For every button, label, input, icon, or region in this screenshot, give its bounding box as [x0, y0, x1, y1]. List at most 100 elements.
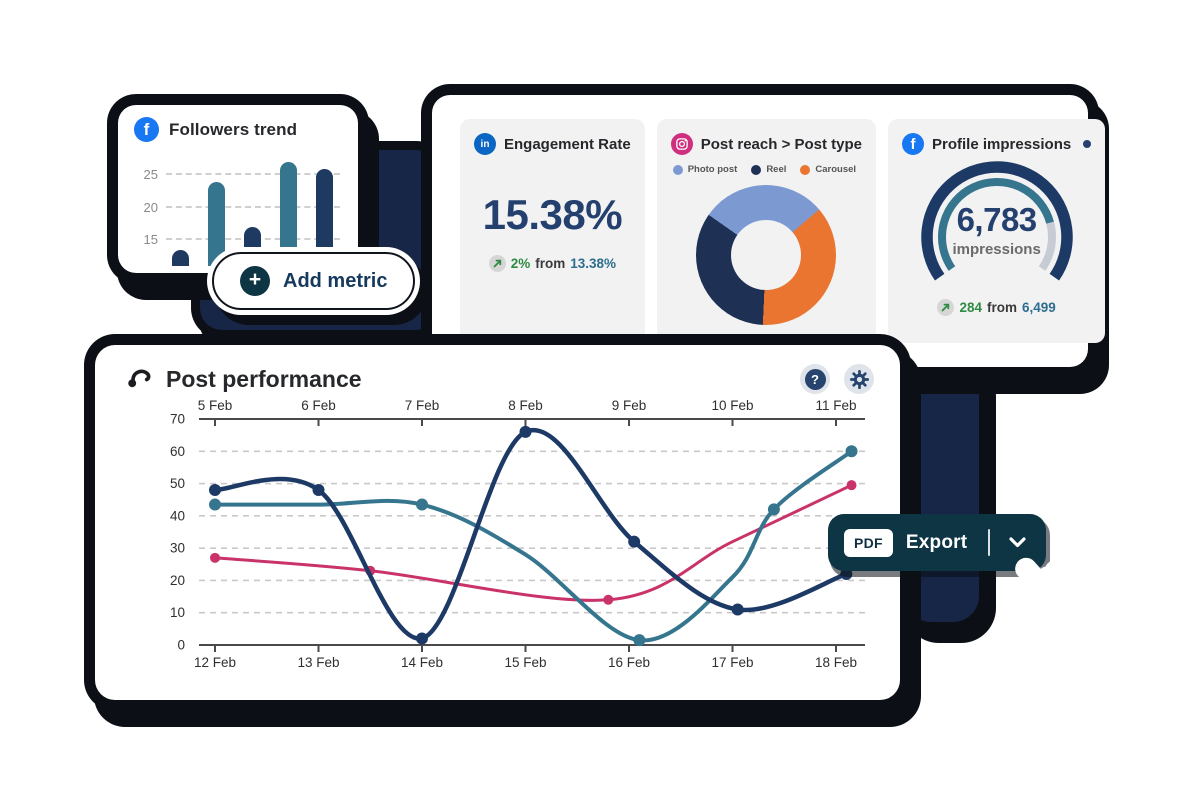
post-performance-line-chart: 5 Feb 6 Feb 7 Feb 8 Feb 9 Feb 10 Feb 11 Feb 12 … — [170, 398, 865, 670]
post-performance-title: Post performance — [166, 365, 362, 392]
donut-hole — [731, 220, 802, 290]
bar-3 — [280, 162, 297, 266]
data-point-teal — [633, 634, 646, 647]
impressions-from-word: from — [986, 300, 1017, 315]
add-metric-button[interactable]: + Add metric — [212, 252, 416, 310]
top-axis-label: 11 Feb — [815, 398, 856, 413]
top-axis-label: 10 Feb — [711, 398, 753, 413]
impressions-delta: 284 from 6,499 — [902, 299, 1091, 316]
trend-up-icon — [937, 299, 955, 316]
add-metric-label: Add metric — [283, 269, 388, 292]
bottom-axis-label: 15 Feb — [504, 655, 546, 670]
data-point-teal — [845, 445, 858, 458]
legend-dot-reel — [751, 164, 762, 175]
bottom-axis-label: 12 Feb — [194, 655, 236, 670]
engagement-delta: 2% from 13.38% — [474, 255, 631, 272]
y-axis-label: 20 — [170, 573, 185, 588]
y-axis-label: 50 — [170, 476, 185, 491]
impressions-previous-value: 6,499 — [1021, 300, 1056, 315]
data-point-navy — [312, 484, 325, 497]
top-axis-label: 8 Feb — [508, 398, 543, 413]
metric-dot — [1083, 140, 1092, 148]
gauge-outer-arc — [920, 161, 1073, 281]
profile-impressions-card: f Profile impressions 6,783 impressions … — [888, 119, 1106, 343]
metrics-card: in Engagement Rate 15.38% 2% from 13.38%… — [432, 95, 1106, 367]
plus-icon: + — [240, 266, 270, 296]
followers-bar-chart: 15 20 25 — [134, 150, 342, 266]
engagement-delta-value: 2% — [510, 256, 531, 271]
post-reach-title: Post reach > Post type — [700, 135, 863, 153]
engagement-value: 15.38% — [482, 191, 623, 238]
chevron-down-icon — [1009, 537, 1026, 548]
bottom-axis-label: 16 Feb — [608, 655, 650, 670]
y-axis-label: 70 — [170, 412, 185, 427]
engagement-previous-value: 13.38% — [570, 256, 616, 271]
top-axis-label: 9 Feb — [612, 398, 647, 413]
bottom-axis-label: 18 Feb — [815, 655, 857, 670]
export-divider — [988, 529, 990, 556]
settings-button[interactable] — [844, 364, 874, 394]
help-button[interactable]: ? — [800, 364, 830, 394]
help-icon: ? — [804, 368, 826, 390]
bar-ytick-label: 15 — [143, 232, 158, 247]
facebook-icon: f — [902, 133, 925, 155]
data-point-navy — [628, 535, 641, 548]
bar-ytick-label: 20 — [143, 199, 158, 215]
export-label: Export — [905, 531, 968, 553]
impressions-gauge: 6,783 impressions — [911, 159, 1083, 297]
post-reach-donut-chart — [696, 185, 837, 325]
y-axis-label: 40 — [170, 508, 185, 523]
donut-legend: Photo post Reel Carousel — [672, 164, 862, 175]
top-axis-label: 6 Feb — [301, 398, 336, 413]
facebook-icon: f — [134, 117, 159, 142]
legend-label-reel: Reel — [766, 164, 787, 175]
export-button[interactable]: PDF Export — [828, 514, 1046, 571]
data-point-navy — [416, 632, 428, 645]
followers-trend-card: f Followers trend 15 20 25 — [118, 105, 358, 273]
y-axis-label: 10 — [170, 605, 185, 620]
y-axis-label: 60 — [170, 444, 185, 459]
y-axis-label: 30 — [170, 541, 185, 556]
trend-up-icon — [488, 255, 506, 272]
gauge-inner-arc-rest — [1038, 221, 1056, 271]
gear-icon — [849, 369, 869, 389]
instagram-icon — [670, 133, 693, 155]
legend-label-carousel: Carousel — [815, 164, 857, 175]
followers-card-title: Followers trend — [169, 119, 298, 139]
data-point-teal — [767, 503, 780, 516]
post-performance-icon — [125, 363, 152, 395]
legend-dot-carousel — [800, 164, 811, 175]
line-series-navy — [212, 427, 849, 641]
cursor-hand-icon — [1008, 538, 1096, 630]
data-point-pink — [603, 594, 614, 605]
bar-0 — [172, 249, 189, 266]
data-point-pink — [846, 480, 857, 491]
top-axis-label: 5 Feb — [198, 398, 233, 413]
bottom-axis-label: 17 Feb — [711, 655, 753, 670]
data-point-pink — [210, 552, 220, 563]
data-point-navy — [519, 425, 532, 438]
bar-1 — [208, 181, 225, 266]
legend-label-photo-post: Photo post — [687, 164, 738, 175]
top-axis-label: 7 Feb — [405, 398, 440, 413]
data-point-teal — [209, 498, 221, 511]
export-dropdown-toggle[interactable] — [1007, 533, 1028, 552]
data-point-navy — [209, 484, 221, 497]
data-point-teal — [416, 498, 428, 511]
impressions-delta-value: 284 — [959, 300, 982, 315]
linkedin-icon: in — [474, 133, 496, 155]
impressions-value: 6,783 — [956, 201, 1038, 238]
impressions-title: Profile impressions — [932, 135, 1072, 153]
engagement-from-word: from — [535, 256, 566, 271]
pdf-badge: PDF — [844, 528, 893, 557]
data-point-navy — [731, 603, 744, 616]
y-axis-label: 0 — [177, 638, 185, 653]
gauge-inner-arc-filled — [937, 178, 1054, 271]
bar-gridline — [166, 173, 340, 175]
bar-gridline — [166, 205, 340, 208]
engagement-title: Engagement Rate — [504, 135, 631, 153]
bar-ytick-label: 25 — [143, 167, 158, 182]
bottom-axis-label: 13 Feb — [297, 655, 339, 670]
bar-4 — [316, 168, 333, 266]
